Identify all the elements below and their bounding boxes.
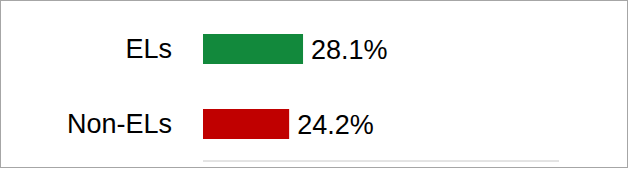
svg-text:Non-ELs: Non-ELs — [67, 109, 172, 139]
svg-text:24.2%: 24.2% — [297, 110, 374, 140]
svg-text:28.1%: 28.1% — [311, 35, 388, 65]
svg-text:ELs: ELs — [125, 34, 172, 64]
